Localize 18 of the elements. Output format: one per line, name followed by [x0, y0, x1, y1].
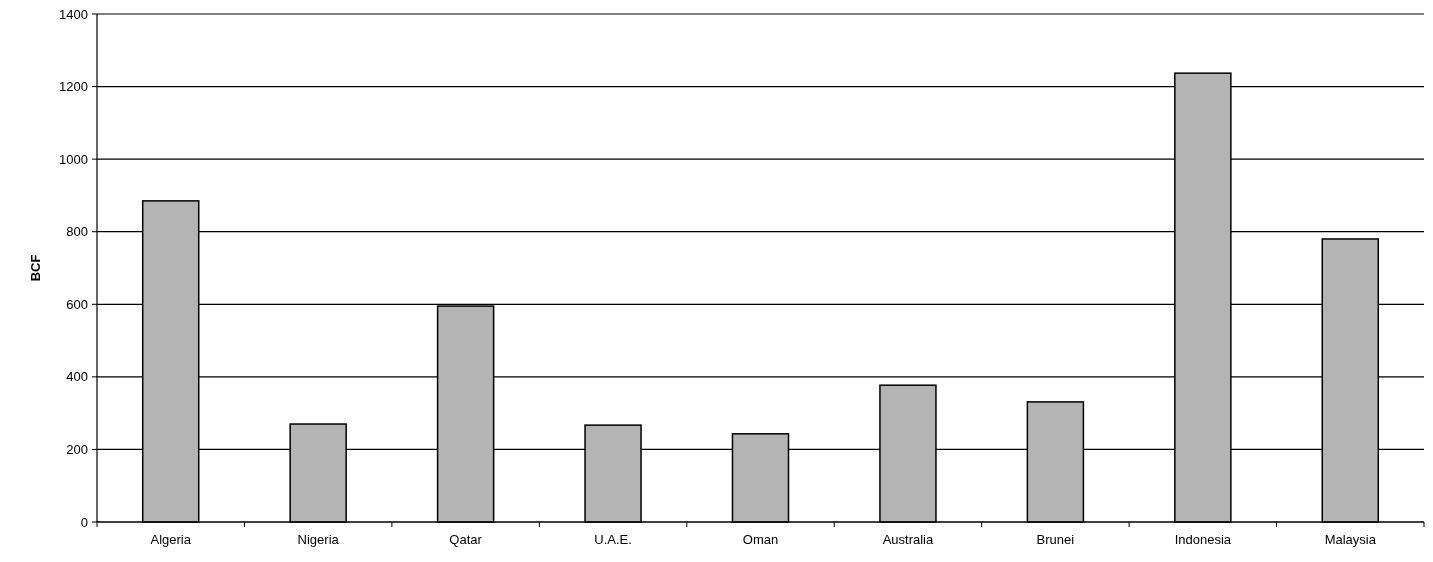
- x-tick-label: U.A.E.: [594, 532, 632, 547]
- x-tick-label: Nigeria: [297, 532, 340, 547]
- x-tick-label: Qatar: [449, 532, 483, 547]
- y-tick-label: 800: [66, 224, 88, 240]
- y-tick-label: 400: [66, 369, 88, 385]
- x-tick-label: Malaysia: [1324, 532, 1377, 547]
- y-tick-label: 0: [80, 514, 88, 530]
- x-tick-label: Brunei: [1036, 532, 1075, 547]
- x-tick-label: Australia: [882, 532, 934, 547]
- y-tick-label: 200: [66, 441, 88, 457]
- y-tick-label: 600: [66, 296, 88, 312]
- x-tick-label: Indonesia: [1174, 532, 1232, 547]
- y-axis-title: BCF: [28, 254, 43, 282]
- y-tick-label: 1200: [59, 79, 88, 95]
- y-tick-label: 1000: [59, 151, 88, 167]
- x-tick-label: Algeria: [150, 532, 192, 547]
- y-tick-label: 1400: [59, 6, 88, 22]
- x-tick-label: Oman: [742, 532, 779, 547]
